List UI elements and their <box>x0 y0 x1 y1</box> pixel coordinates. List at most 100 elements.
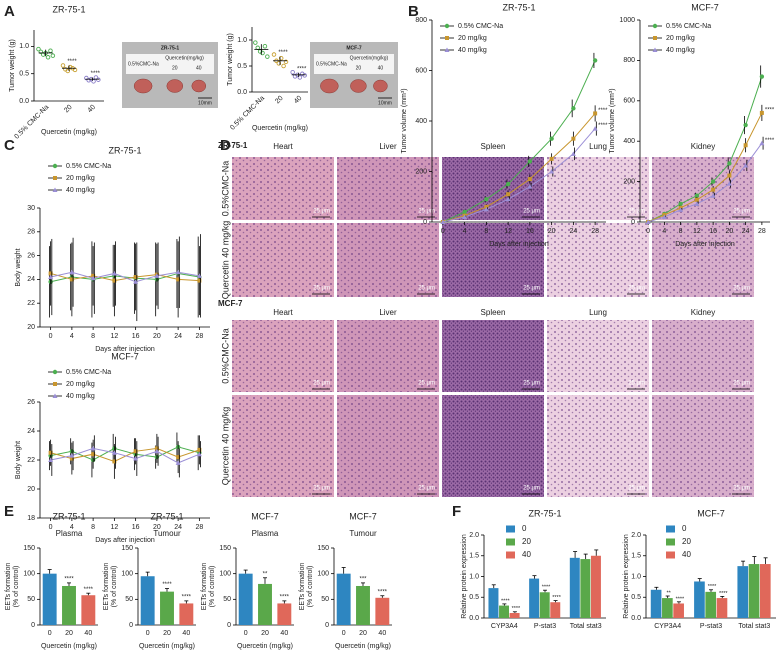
x-tick-label: 12 <box>693 228 701 235</box>
legend-swatch <box>666 538 675 546</box>
series-line <box>647 76 763 223</box>
marker <box>111 270 117 276</box>
significance: **** <box>84 587 94 593</box>
row-label: Quercetin 40 mg/kg <box>220 221 230 300</box>
histology-texture <box>652 395 754 497</box>
marker <box>694 197 699 202</box>
x-tick-label: 16 <box>709 228 717 235</box>
marker <box>176 455 181 460</box>
histology-texture <box>337 320 439 392</box>
histology-scale: 25 μm <box>418 486 435 492</box>
x-tick-label: 8 <box>679 228 683 235</box>
significance: **** <box>708 584 717 590</box>
y-tick-label: 0 <box>31 622 35 629</box>
histology-title: MCF-7 <box>218 299 243 308</box>
histology-texture <box>652 223 754 297</box>
y-tick-label: 1.0 <box>469 573 479 580</box>
series-line <box>50 447 200 462</box>
significance: **** <box>598 108 608 114</box>
histology-title: ZR-75-1 <box>218 141 248 150</box>
marker <box>69 269 75 275</box>
tumor <box>166 79 184 93</box>
x-tick-label: 24 <box>569 228 577 235</box>
x-tick-label: CYP3A4 <box>491 623 518 630</box>
photo-dose: 20 <box>172 65 178 71</box>
y-axis-label: Tumor weight (g) <box>227 33 234 86</box>
bar <box>179 603 194 625</box>
series-line <box>50 271 200 283</box>
y-tick-label: 800 <box>623 57 635 64</box>
x-tick-label: 28 <box>195 524 203 531</box>
marker <box>506 192 511 197</box>
marker <box>694 201 700 206</box>
marker <box>112 278 117 283</box>
bar <box>375 597 390 625</box>
marker <box>678 201 683 207</box>
legend-label: 40 mg/kg <box>66 187 95 194</box>
significance: **** <box>91 71 101 77</box>
chart-title: ZR-75-1 <box>52 4 85 14</box>
data-point <box>260 50 265 56</box>
data-point <box>38 49 44 55</box>
data-point <box>50 53 56 58</box>
bar <box>705 591 717 618</box>
significance: **** <box>598 123 608 129</box>
marker <box>69 453 75 458</box>
chart-subtitle: Plasma <box>252 529 279 538</box>
chart-title: ZR-75-1 <box>52 511 85 521</box>
series-line <box>647 112 763 223</box>
y-tick-label: 50 <box>321 596 329 603</box>
bar <box>62 585 76 625</box>
y-tick-label: 26 <box>27 252 35 259</box>
significance: **** <box>280 594 290 600</box>
x-tick-label: 28 <box>591 228 599 235</box>
histology-texture <box>547 320 649 392</box>
x-axis-label: Quercetin (mg/kg) <box>237 643 293 650</box>
marker <box>549 156 554 161</box>
x-tick-label: 0 <box>49 333 53 340</box>
y-axis-label: Relative protein expression <box>461 534 468 619</box>
legend-marker <box>653 36 657 40</box>
histology-texture <box>652 320 754 392</box>
tissue-name: Lung <box>589 308 607 317</box>
x-axis-label: Days after injection <box>95 537 155 544</box>
y-tick-label: 150 <box>219 545 231 552</box>
x-tick-label: 8 <box>91 524 95 531</box>
histology-texture <box>442 395 544 497</box>
marker <box>133 279 139 284</box>
marker <box>505 181 511 187</box>
marker <box>176 277 181 282</box>
x-axis-label: Quercetin (mg/kg) <box>41 129 97 136</box>
histology-scale: 25 μm <box>733 209 750 215</box>
legend-swatch <box>666 551 675 559</box>
tissue-name: Heart <box>273 142 293 151</box>
legend-label: 0.5% CMC-Na <box>66 369 111 376</box>
y-tick-label: 0.0 <box>631 615 641 622</box>
marker <box>196 451 202 457</box>
marker <box>154 448 160 454</box>
legend-marker <box>445 36 449 40</box>
legend-marker <box>652 47 658 52</box>
marker <box>440 219 446 224</box>
histology-scale: 25 μm <box>313 286 330 292</box>
chart-title: MCF-7 <box>111 351 139 361</box>
series-line <box>50 272 200 283</box>
x-tick-label: 40 <box>84 630 92 637</box>
chart-subtitle: Tumour <box>349 529 377 538</box>
marker <box>678 207 684 212</box>
panel-label: E <box>4 503 14 520</box>
y-tick-label: 150 <box>121 545 133 552</box>
marker <box>154 273 160 278</box>
y-axis-label: Tumor volume (mm³) <box>401 88 408 153</box>
legend-label: 20 mg/kg <box>66 381 95 388</box>
x-tick-label: 8 <box>484 228 488 235</box>
legend-swatch <box>506 538 515 546</box>
photo-title: MCF-7 <box>346 45 361 51</box>
data-point <box>67 64 73 70</box>
x-tick-label: 0 <box>441 228 445 235</box>
significance: **** <box>162 582 172 588</box>
y-tick-label: 0.5 <box>19 71 29 78</box>
x-tick-label: 4 <box>70 524 74 531</box>
histology-texture <box>337 157 439 220</box>
